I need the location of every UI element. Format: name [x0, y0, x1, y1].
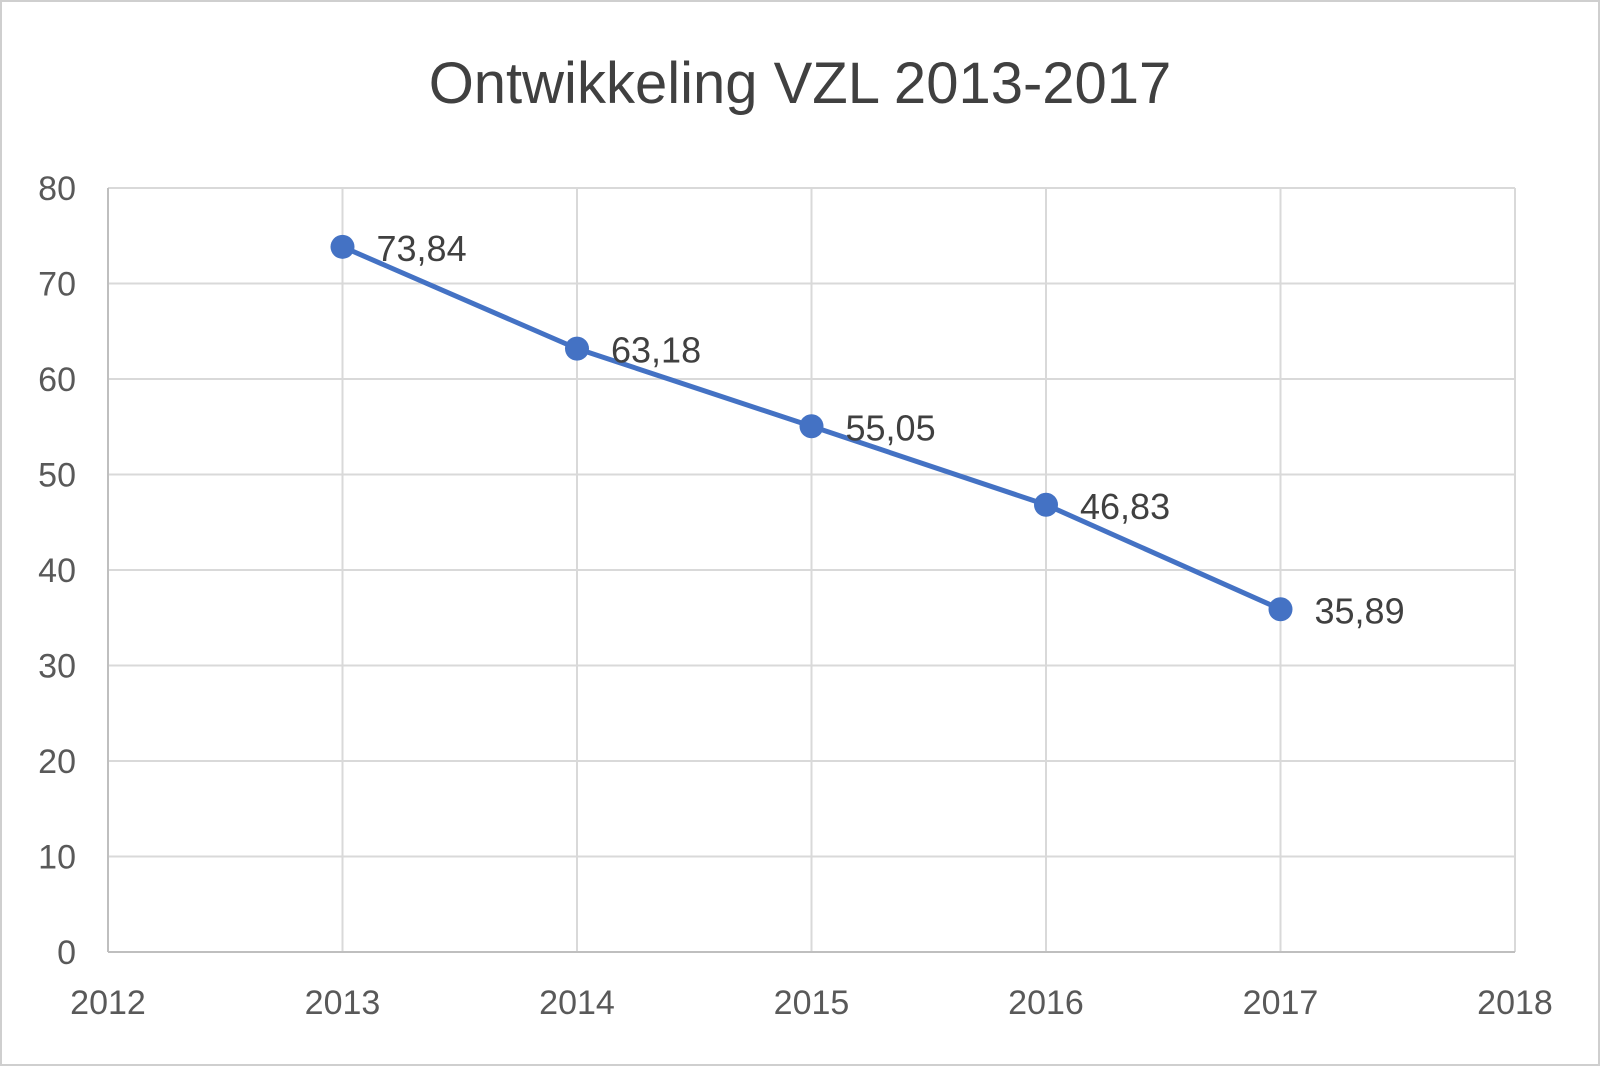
y-tick-label: 40 — [38, 552, 76, 590]
data-label: 35,89 — [1315, 590, 1405, 631]
x-tick-label: 2016 — [1008, 984, 1084, 1022]
x-tick-label: 2013 — [305, 984, 381, 1022]
y-tick-label: 60 — [38, 361, 76, 399]
data-label: 63,18 — [611, 330, 701, 371]
data-label: 55,05 — [846, 407, 936, 448]
y-tick-label: 50 — [38, 457, 76, 495]
data-point — [1034, 492, 1058, 517]
y-tick-label: 10 — [38, 839, 76, 877]
data-point — [799, 414, 824, 439]
data-label: 73,84 — [377, 228, 467, 269]
x-tick-label: 2015 — [774, 984, 850, 1022]
x-tick-label: 2014 — [539, 984, 615, 1022]
x-tick-label: 2018 — [1477, 984, 1553, 1022]
data-point — [1268, 597, 1293, 622]
data-point — [565, 336, 589, 361]
x-tick-label: 2012 — [70, 984, 146, 1022]
y-tick-label: 70 — [38, 266, 76, 304]
y-tick-label: 80 — [38, 170, 76, 208]
chart-title: Ontwikkeling VZL 2013-2017 — [428, 51, 1172, 116]
data-label: 46,83 — [1080, 486, 1170, 527]
y-tick-label: 30 — [38, 648, 76, 686]
x-tick-label: 2017 — [1243, 984, 1319, 1022]
y-tick-label: 20 — [38, 743, 76, 781]
data-point — [330, 234, 355, 259]
y-tick-label: 0 — [57, 934, 76, 972]
